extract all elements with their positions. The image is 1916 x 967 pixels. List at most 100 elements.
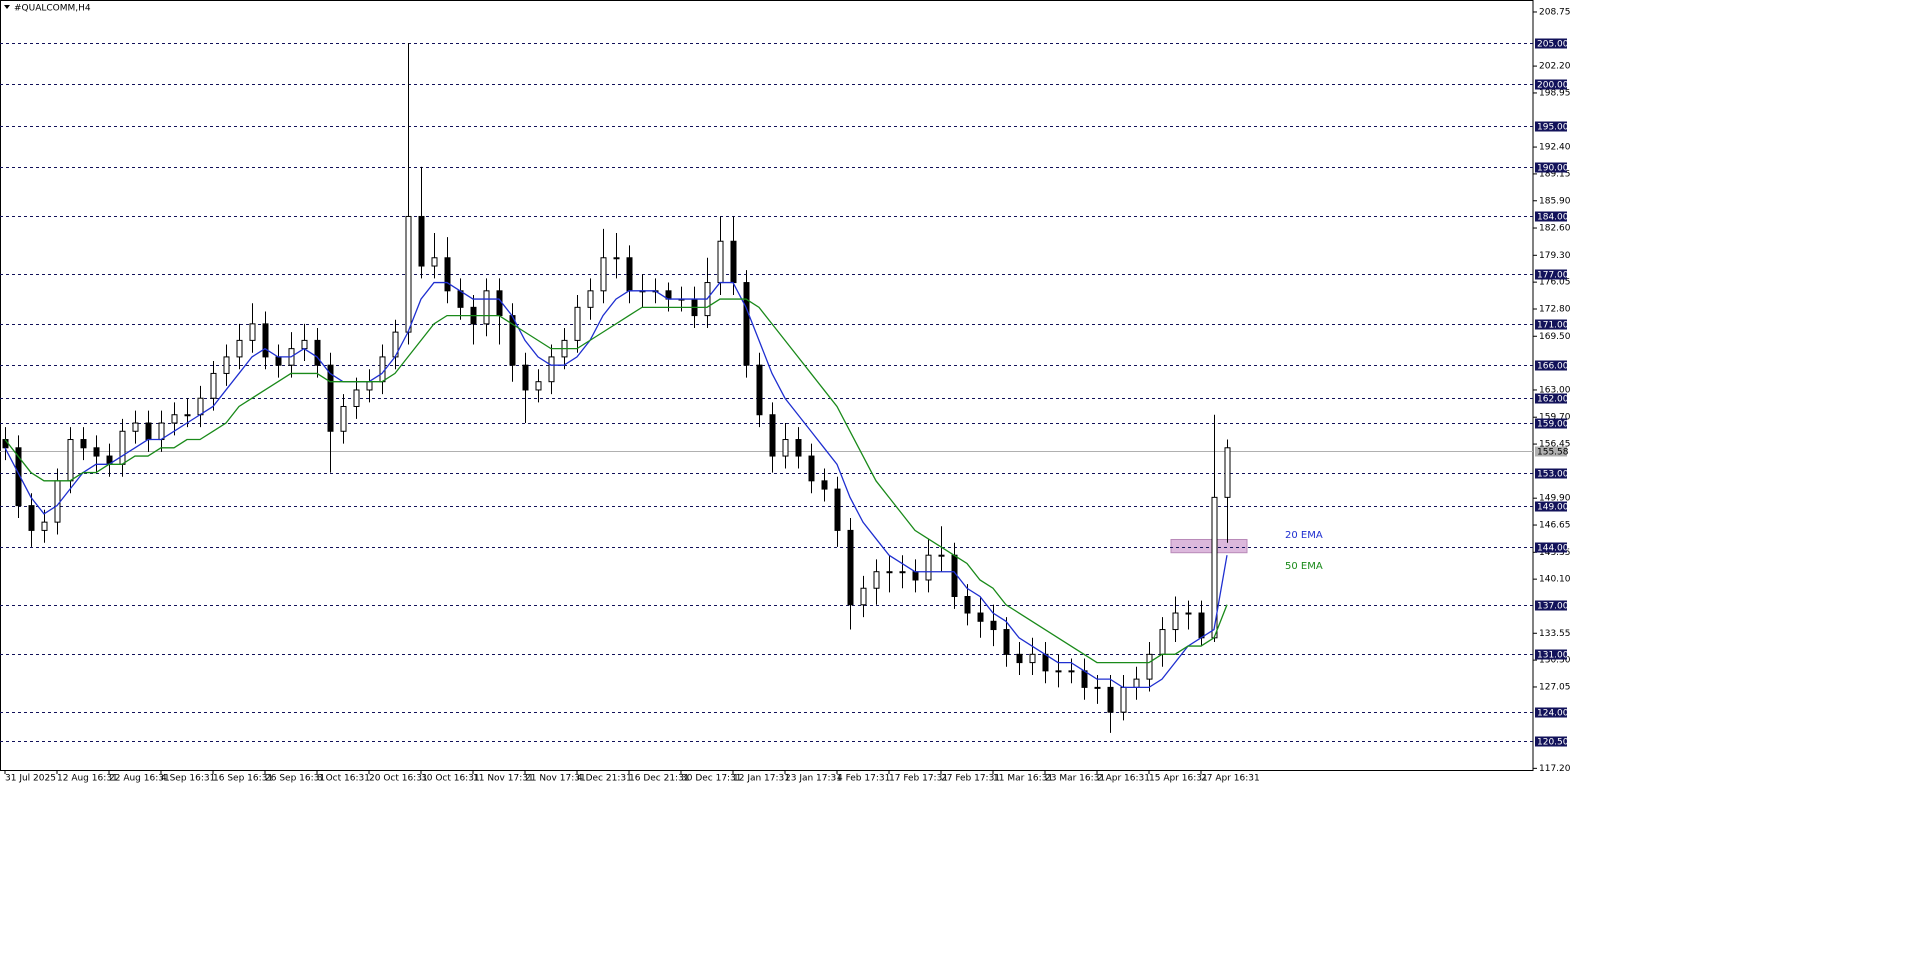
level-label: 195.00 — [1537, 123, 1569, 133]
level-label: 131.00 — [1537, 651, 1569, 661]
candle-body — [1029, 653, 1036, 664]
y-tick-label: 208.75 — [1539, 7, 1571, 17]
x-tick-label: 23 Jan 17:31 — [785, 774, 842, 784]
level-label-box — [1535, 162, 1567, 173]
x-tick-label: 30 Oct 16:31 — [421, 774, 480, 784]
y-tick-label: 140.10 — [1539, 575, 1571, 585]
candle-body — [405, 215, 412, 333]
candle-body — [1055, 670, 1062, 673]
level-label-box — [1535, 600, 1567, 611]
candle-body — [899, 571, 906, 574]
x-tick-label: 16 Sep 16:31 — [213, 774, 273, 784]
price-label-box — [1535, 446, 1567, 457]
level-label-box — [1535, 707, 1567, 718]
candle-body — [613, 257, 620, 260]
level-label-box — [1535, 468, 1567, 479]
level-label-box — [1535, 269, 1567, 280]
level-label-box — [1535, 649, 1567, 660]
level-label-box — [1535, 542, 1567, 553]
y-tick-label: 133.55 — [1539, 629, 1571, 639]
level-label-box — [1535, 501, 1567, 512]
candle-body — [1185, 612, 1192, 615]
level-label: 162.00 — [1537, 395, 1569, 405]
candle-body — [210, 372, 217, 399]
ema-line — [4, 281, 1228, 689]
candle-body — [80, 439, 87, 449]
y-tick-label: 172.80 — [1539, 304, 1571, 314]
x-tick-label: 11 Nov 17:31 — [473, 774, 534, 784]
candle-body — [743, 282, 750, 366]
level-label: 153.00 — [1537, 470, 1569, 480]
candle-body — [1120, 686, 1127, 713]
x-tick-label: 21 Nov 17:31 — [525, 774, 586, 784]
x-tick-label: 11 Mar 16:31 — [993, 774, 1053, 784]
x-tick-label: 4 Sep 16:31 — [161, 774, 215, 784]
candle-body — [886, 571, 893, 574]
series-label: 50 EMA — [1285, 561, 1323, 572]
candle-body — [600, 257, 607, 292]
candle-body — [1003, 629, 1010, 655]
candle-body — [522, 364, 529, 391]
x-tick-label: 20 Oct 16:31 — [369, 774, 428, 784]
level-label-box — [1535, 736, 1567, 747]
candle-body — [418, 215, 425, 267]
candle-body — [262, 323, 269, 358]
y-tick-label: 146.65 — [1539, 521, 1571, 531]
x-tick-label: 4 Feb 17:31 — [837, 774, 890, 784]
candle-body — [808, 455, 815, 482]
zone — [1170, 538, 1248, 554]
level-label-box — [1535, 79, 1567, 90]
candle-body — [457, 290, 464, 308]
candle-body — [977, 612, 984, 622]
candle-body — [1107, 686, 1114, 713]
candle-body — [990, 620, 997, 631]
candle-body — [119, 430, 126, 465]
candle-body — [236, 339, 243, 358]
candle-body — [574, 306, 581, 341]
candle-body — [171, 414, 178, 424]
candle-body — [379, 356, 386, 383]
x-tick-label: 26 Sep 16:31 — [265, 774, 325, 784]
level-label-box — [1535, 319, 1567, 330]
candle-body — [1172, 612, 1179, 631]
candle-body — [301, 339, 308, 350]
candle-body — [626, 257, 633, 292]
level-label-box — [1535, 393, 1567, 404]
candle-body — [132, 422, 139, 432]
y-tick-label: 117.20 — [1539, 764, 1571, 774]
x-tick-label: 27 Apr 16:31 — [1201, 774, 1260, 784]
candle-body — [431, 257, 438, 267]
x-tick-label: 12 Jan 17:31 — [733, 774, 790, 784]
y-tick-label: 159.70 — [1539, 413, 1571, 423]
y-tick-label: 149.90 — [1539, 494, 1571, 504]
level-label: 200.00 — [1537, 81, 1569, 91]
candle-body — [535, 381, 542, 391]
y-tick-label: 182.60 — [1539, 224, 1571, 234]
level-label-box — [1535, 211, 1567, 222]
y-tick-label: 127.05 — [1539, 682, 1571, 692]
candle-body — [756, 364, 763, 416]
y-tick-label: 202.20 — [1539, 62, 1571, 72]
y-tick-label: 163.00 — [1539, 385, 1571, 395]
candle-body — [821, 480, 828, 490]
x-tick-label: 15 Apr 16:31 — [1149, 774, 1208, 784]
collapse-icon[interactable] — [4, 5, 10, 9]
x-tick-label: 23 Mar 16:31 — [1045, 774, 1105, 784]
level-label: 124.00 — [1537, 709, 1569, 719]
candle-body — [782, 439, 789, 457]
candle-body — [938, 554, 945, 557]
level-label-box — [1535, 360, 1567, 371]
candle-body — [366, 381, 373, 391]
x-tick-label: 12 Aug 16:31 — [57, 774, 118, 784]
x-tick-label: 30 Dec 17:31 — [681, 774, 742, 784]
y-tick-label: 143.35 — [1539, 548, 1571, 558]
y-tick-label: 185.90 — [1539, 196, 1571, 206]
x-tick-label: 2 Apr 16:31 — [1097, 774, 1150, 784]
chart-title: #QUALCOMM,H4 — [14, 4, 91, 14]
candle-body — [1198, 612, 1205, 639]
candle-body — [1081, 670, 1088, 688]
level-label: 137.00 — [1537, 602, 1569, 612]
candle-body — [184, 414, 191, 417]
candle-body — [483, 290, 490, 325]
